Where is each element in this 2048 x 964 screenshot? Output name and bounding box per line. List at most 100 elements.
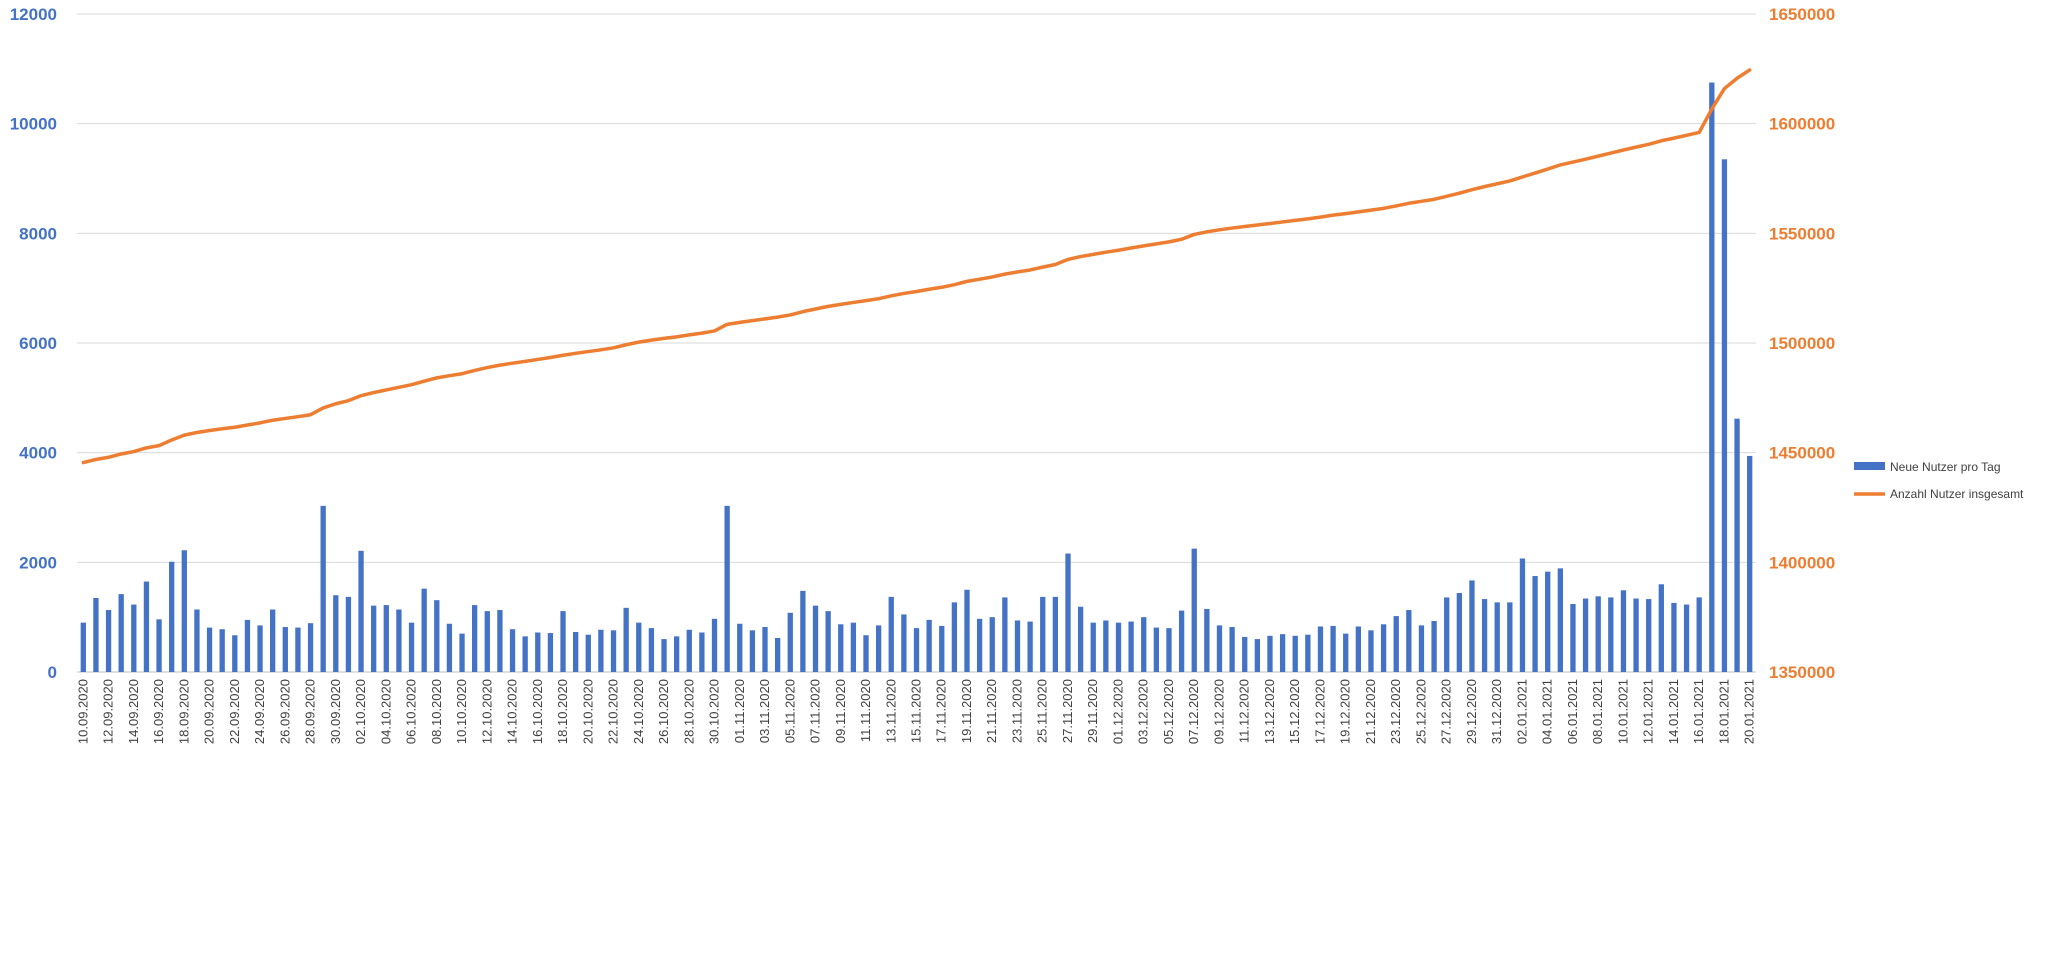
bar-21.11.2020 xyxy=(989,617,995,672)
legend-item-bar: Neue Nutzer pro Tag xyxy=(1854,460,2001,474)
bar-29.10.2020 xyxy=(699,632,705,672)
bar-26.12.2020 xyxy=(1431,621,1437,672)
legend-label-line: Anzahl Nutzer insgesamt xyxy=(1890,487,2024,501)
left-y-tick-label: 12000 xyxy=(10,5,57,24)
bar-05.11.2020 xyxy=(787,612,793,672)
bar-01.11.2020 xyxy=(737,623,743,672)
bar-09.11.2020 xyxy=(838,624,844,672)
gridlines xyxy=(77,13,1756,673)
bar-06.01.2021 xyxy=(1570,604,1576,672)
bar-26.11.2020 xyxy=(1052,596,1059,672)
x-tick-label: 23.11.2020 xyxy=(1009,679,1024,743)
bar-27.12.2020 xyxy=(1444,597,1450,672)
left-y-tick-label: 8000 xyxy=(19,224,57,243)
bar-24.09.2020 xyxy=(257,625,263,672)
left-y-tick-label: 4000 xyxy=(19,444,57,463)
bar-30.10.2020 xyxy=(711,618,718,672)
x-tick-label: 06.01.2021 xyxy=(1565,679,1580,744)
legend-item-line: Anzahl Nutzer insgesamt xyxy=(1854,487,2024,501)
x-tick-label: 26.10.2020 xyxy=(656,679,671,744)
bar-11.09.2020 xyxy=(93,597,99,672)
x-tick-label: 05.11.2020 xyxy=(782,679,797,743)
x-tick-label: 24.10.2020 xyxy=(631,679,646,744)
bar-03.12.2020 xyxy=(1141,617,1147,672)
bar-12.10.2020 xyxy=(484,611,490,672)
bar-23.11.2020 xyxy=(1014,620,1021,672)
x-tick-label: 16.10.2020 xyxy=(530,679,545,744)
bar-16.10.2020 xyxy=(535,632,541,672)
x-tick-label: 03.11.2020 xyxy=(757,679,772,743)
bar-21.10.2020 xyxy=(598,629,604,672)
bar-15.12.2020 xyxy=(1292,635,1298,672)
bar-24.10.2020 xyxy=(636,622,642,672)
bar-16.12.2020 xyxy=(1305,634,1311,672)
bar-23.12.2020 xyxy=(1393,616,1399,672)
x-tick-label: 01.12.2020 xyxy=(1110,679,1125,744)
bar-15.09.2020 xyxy=(143,581,150,672)
x-tick-label: 26.09.2020 xyxy=(277,679,292,744)
bar-27.11.2020 xyxy=(1065,553,1071,672)
bar-01.01.2021 xyxy=(1507,602,1513,672)
left-y-axis-ticks: 0 2000 4000 6000 8000 10000 12000 xyxy=(10,5,57,682)
bar-13.09.2020 xyxy=(118,594,124,672)
bar-22.10.2020 xyxy=(610,630,617,672)
x-tick-label: 02.01.2021 xyxy=(1514,679,1529,744)
bar-26.10.2020 xyxy=(661,639,667,672)
bar-27.10.2020 xyxy=(673,636,680,672)
x-tick-label: 02.10.2020 xyxy=(353,679,368,744)
right-y-tick-label: 1500000 xyxy=(1769,334,1835,353)
bar-series-neue-nutzer xyxy=(80,82,1753,672)
left-y-tick-label: 2000 xyxy=(19,553,57,572)
bar-19.01.2021 xyxy=(1734,418,1740,672)
bar-13.11.2020 xyxy=(888,596,894,672)
x-tick-label: 23.12.2020 xyxy=(1388,679,1403,744)
right-y-tick-label: 1550000 xyxy=(1769,224,1835,243)
bar-02.01.2021 xyxy=(1519,558,1526,672)
bar-20.10.2020 xyxy=(585,634,591,672)
bar-08.11.2020 xyxy=(825,611,831,672)
x-tick-label: 20.10.2020 xyxy=(580,679,595,744)
x-tick-label: 03.12.2020 xyxy=(1136,679,1151,744)
bar-27.09.2020 xyxy=(295,627,301,672)
x-tick-label: 11.12.2020 xyxy=(1237,679,1252,743)
x-tick-label: 14.10.2020 xyxy=(505,679,520,744)
x-tick-label: 18.01.2021 xyxy=(1716,679,1731,744)
bar-28.09.2020 xyxy=(307,623,314,672)
x-tick-label: 05.12.2020 xyxy=(1161,679,1176,744)
bar-25.10.2020 xyxy=(648,628,655,672)
x-tick-label: 21.11.2020 xyxy=(984,679,999,743)
x-tick-label: 18.09.2020 xyxy=(176,679,191,744)
x-tick-label: 28.10.2020 xyxy=(681,679,696,744)
x-tick-label: 17.12.2020 xyxy=(1312,679,1327,744)
x-tick-label: 04.01.2021 xyxy=(1540,679,1555,744)
bar-31.12.2020 xyxy=(1494,602,1500,672)
line-series-anzahl-nutzer xyxy=(81,68,1752,465)
bar-09.10.2020 xyxy=(446,623,453,672)
bar-20.01.2021 xyxy=(1747,455,1753,672)
x-tick-label: 14.09.2020 xyxy=(126,679,141,744)
x-tick-label: 29.12.2020 xyxy=(1464,679,1479,744)
bar-02.10.2020 xyxy=(358,550,364,672)
bar-19.12.2020 xyxy=(1343,633,1349,672)
x-tick-label: 13.12.2020 xyxy=(1262,679,1277,744)
x-tick-label: 20.09.2020 xyxy=(202,679,217,744)
bar-14.09.2020 xyxy=(131,604,137,672)
x-tick-label: 19.12.2020 xyxy=(1338,679,1353,744)
bar-29.11.2020 xyxy=(1090,622,1096,672)
bar-07.10.2020 xyxy=(421,588,427,672)
x-tick-label: 09.12.2020 xyxy=(1211,679,1226,744)
bar-21.09.2020 xyxy=(219,629,225,672)
right-y-tick-label: 1600000 xyxy=(1769,115,1835,134)
x-tick-label: 25.11.2020 xyxy=(1035,679,1050,743)
bar-17.11.2020 xyxy=(939,625,945,672)
bar-04.11.2020 xyxy=(774,638,781,672)
x-tick-label: 22.09.2020 xyxy=(227,679,242,744)
left-y-tick-label: 0 xyxy=(48,663,57,682)
x-tick-label: 08.10.2020 xyxy=(429,679,444,744)
bar-19.10.2020 xyxy=(572,631,579,672)
bar-01.12.2020 xyxy=(1115,622,1122,672)
right-y-tick-label: 1650000 xyxy=(1769,5,1835,24)
legend-swatch-bar xyxy=(1854,462,1885,470)
bar-28.11.2020 xyxy=(1077,606,1084,672)
